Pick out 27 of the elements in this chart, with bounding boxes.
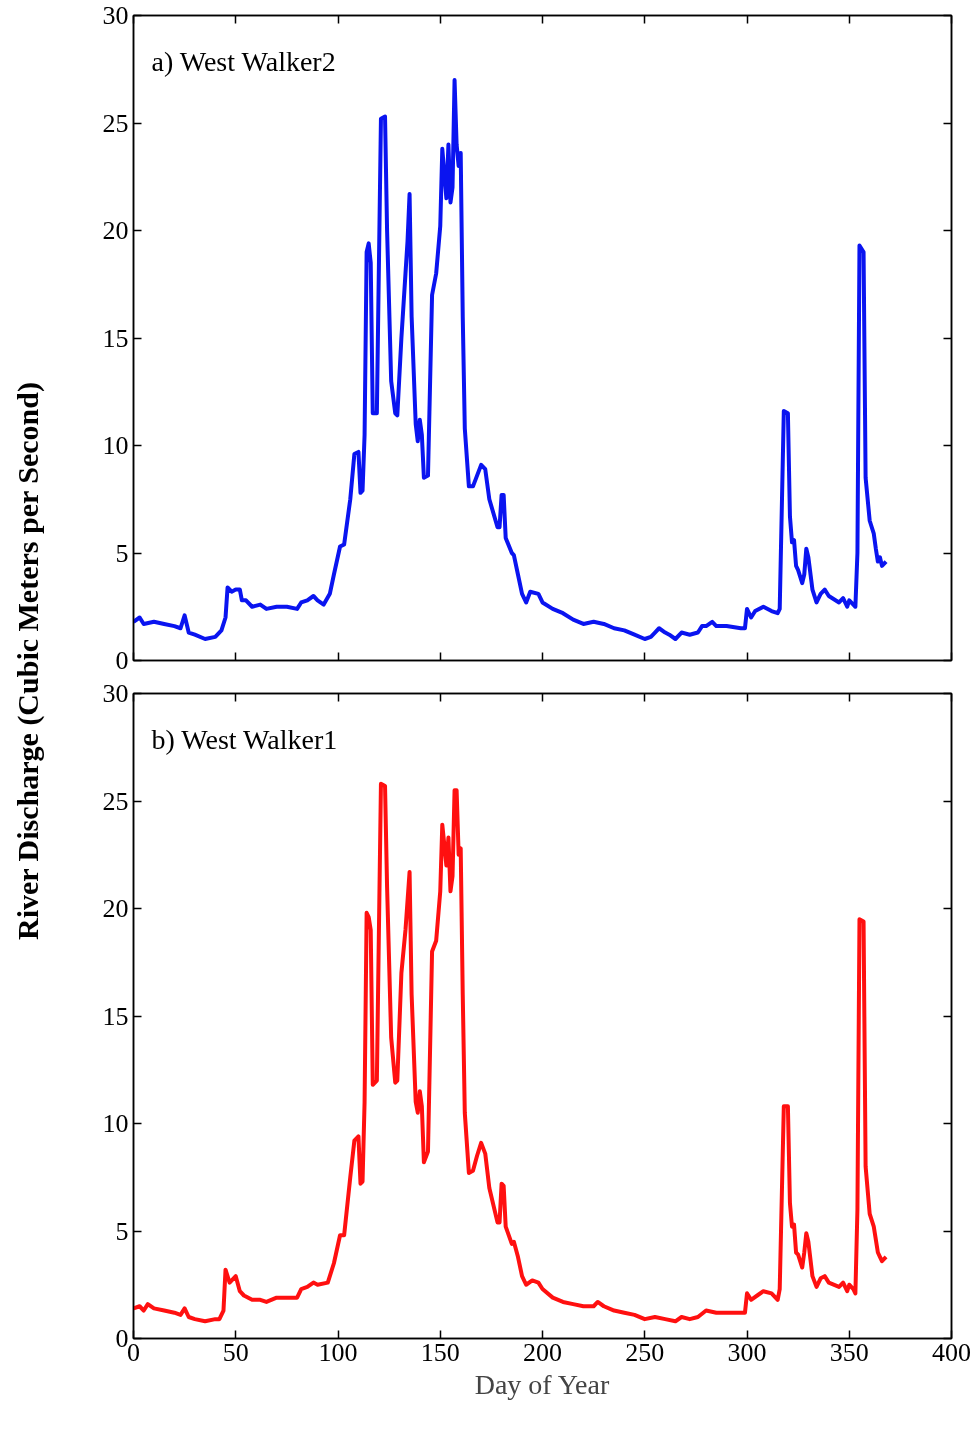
x-tick-label: 350 <box>829 1337 869 1367</box>
text: b) West Walker1 <box>151 723 338 755</box>
y-tick-label: 20 <box>102 216 129 245</box>
line-series <box>133 781 889 1324</box>
x-tick-label: 150 <box>420 1337 460 1367</box>
y-tick-label: 15 <box>102 1001 129 1031</box>
x-tick-label: 200 <box>523 1337 562 1367</box>
x-tick-label: 50 <box>222 1337 249 1367</box>
y-tick-label: 25 <box>102 108 129 138</box>
y-tick-label: 10 <box>102 1109 129 1138</box>
x-tick-label: 100 <box>318 1337 358 1367</box>
line-series <box>133 78 889 641</box>
y-tick-label: 5 <box>115 1216 129 1246</box>
y-tick-label: 0 <box>115 646 129 675</box>
y-tick-label: 30 <box>102 1 129 30</box>
x-tick-label: 300 <box>727 1337 767 1367</box>
y-axis-title: River Discharge (Cubic Meters per Second) <box>11 382 45 941</box>
y-tick-label: 5 <box>115 538 129 568</box>
text: a) West Walker2 <box>151 45 336 77</box>
y-tick-label: 30 <box>102 679 129 708</box>
y-tick-label: 15 <box>102 323 129 353</box>
x-tick-label: 250 <box>625 1337 665 1367</box>
x-tick-label: 400 <box>932 1337 971 1367</box>
y-tick-label: 20 <box>102 894 129 923</box>
y-tick-label: 25 <box>102 786 129 816</box>
y-tick-label: 10 <box>102 431 129 460</box>
x-axis-title: Day of Year <box>474 1368 610 1400</box>
